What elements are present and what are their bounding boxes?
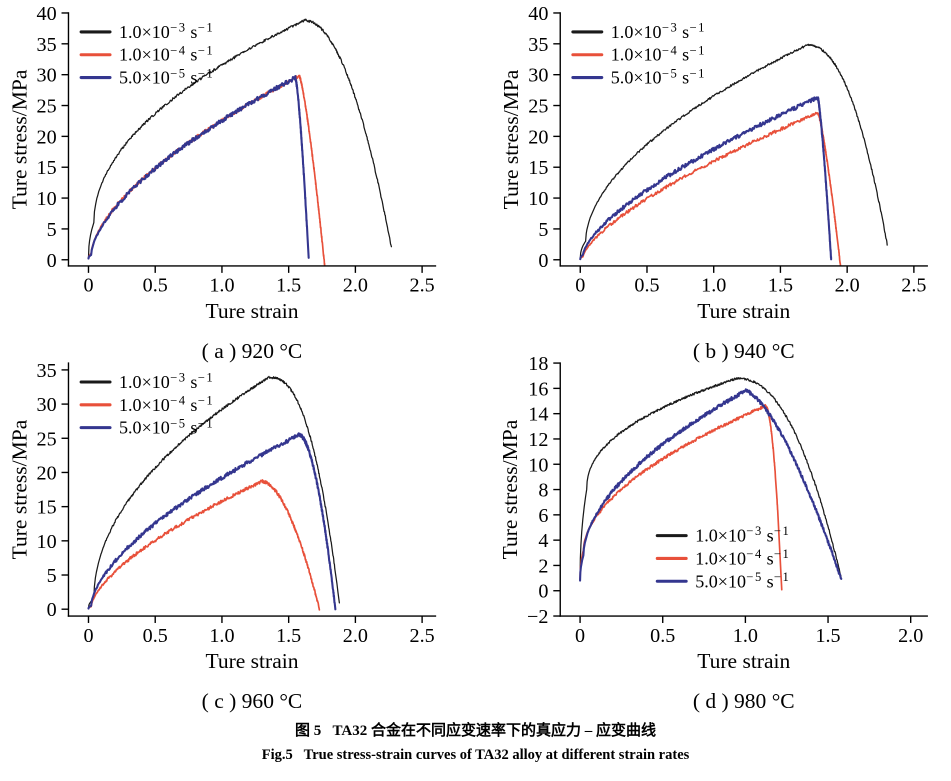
svg-text:0.5: 0.5 <box>143 275 168 297</box>
svg-text:1.0: 1.0 <box>701 275 726 297</box>
svg-text:40: 40 <box>37 3 57 25</box>
svg-text:Ture strain: Ture strain <box>205 649 298 673</box>
svg-text:18: 18 <box>528 353 548 375</box>
svg-text:10: 10 <box>528 188 548 210</box>
svg-text:0: 0 <box>538 250 548 272</box>
svg-text:1.0: 1.0 <box>209 625 234 647</box>
svg-text:Ture stress/MPa: Ture stress/MPa <box>498 419 522 559</box>
svg-text:20: 20 <box>37 126 57 148</box>
svg-text:Ture stress/MPa: Ture stress/MPa <box>499 69 523 209</box>
svg-text:2.5: 2.5 <box>410 275 435 297</box>
svg-text:5: 5 <box>47 565 57 587</box>
svg-text:0: 0 <box>538 581 548 603</box>
svg-text:2.0: 2.0 <box>343 625 368 647</box>
svg-text:15: 15 <box>37 497 57 519</box>
svg-text:2.5: 2.5 <box>410 625 435 647</box>
svg-text:40: 40 <box>528 3 548 25</box>
svg-text:10: 10 <box>528 454 548 476</box>
svg-text:15: 15 <box>528 157 548 179</box>
svg-text:35: 35 <box>37 360 57 382</box>
svg-text:25: 25 <box>37 96 57 118</box>
svg-text:2: 2 <box>538 555 548 577</box>
svg-text:0.5: 0.5 <box>634 275 659 297</box>
svg-text:Ture stress/MPa: Ture stress/MPa <box>7 419 31 559</box>
svg-text:Ture strain: Ture strain <box>205 299 298 323</box>
svg-text:0: 0 <box>83 275 93 297</box>
svg-text:1.5: 1.5 <box>276 275 301 297</box>
svg-text:0: 0 <box>47 250 57 272</box>
svg-text:0: 0 <box>575 625 585 647</box>
svg-text:( a ) 920 °C: ( a ) 920 °C <box>202 339 303 363</box>
svg-text:0: 0 <box>47 599 57 621</box>
svg-text:Ture strain: Ture strain <box>697 649 790 673</box>
svg-text:16: 16 <box>528 378 548 400</box>
svg-text:4: 4 <box>538 530 548 552</box>
svg-text:10: 10 <box>37 531 57 553</box>
svg-text:10: 10 <box>37 188 57 210</box>
svg-text:20: 20 <box>37 462 57 484</box>
svg-text:2.0: 2.0 <box>898 625 923 647</box>
svg-text:30: 30 <box>528 65 548 87</box>
svg-text:15: 15 <box>37 157 57 179</box>
svg-text:12: 12 <box>528 429 548 451</box>
svg-text:Ture stress/MPa: Ture stress/MPa <box>7 69 31 209</box>
svg-text:2.0: 2.0 <box>835 275 860 297</box>
svg-text:30: 30 <box>37 65 57 87</box>
svg-text:8: 8 <box>538 480 548 502</box>
svg-text:6: 6 <box>538 505 548 527</box>
svg-text:2.5: 2.5 <box>901 275 926 297</box>
svg-text:Ture strain: Ture strain <box>697 299 790 323</box>
svg-text:1.0: 1.0 <box>733 625 758 647</box>
svg-text:2.0: 2.0 <box>343 275 368 297</box>
svg-text:5: 5 <box>538 219 548 241</box>
svg-text:1.5: 1.5 <box>768 275 793 297</box>
svg-text:( d ) 980 °C: ( d ) 980 °C <box>693 689 795 713</box>
svg-text:( b ) 940 °C: ( b ) 940 °C <box>693 339 795 363</box>
svg-text:( c ) 960 °C: ( c ) 960 °C <box>202 689 303 713</box>
svg-text:0.5: 0.5 <box>650 625 675 647</box>
svg-text:35: 35 <box>528 34 548 56</box>
svg-text:0: 0 <box>83 625 93 647</box>
svg-text:14: 14 <box>528 404 548 426</box>
svg-text:0: 0 <box>575 275 585 297</box>
svg-text:5: 5 <box>47 219 57 241</box>
svg-text:−2: −2 <box>527 606 548 628</box>
svg-text:1.0: 1.0 <box>209 275 234 297</box>
svg-text:25: 25 <box>37 428 57 450</box>
svg-text:0.5: 0.5 <box>143 625 168 647</box>
svg-text:1.5: 1.5 <box>276 625 301 647</box>
svg-text:25: 25 <box>528 96 548 118</box>
svg-text:30: 30 <box>37 394 57 416</box>
svg-text:1.5: 1.5 <box>815 625 840 647</box>
svg-text:35: 35 <box>37 34 57 56</box>
svg-text:20: 20 <box>528 126 548 148</box>
